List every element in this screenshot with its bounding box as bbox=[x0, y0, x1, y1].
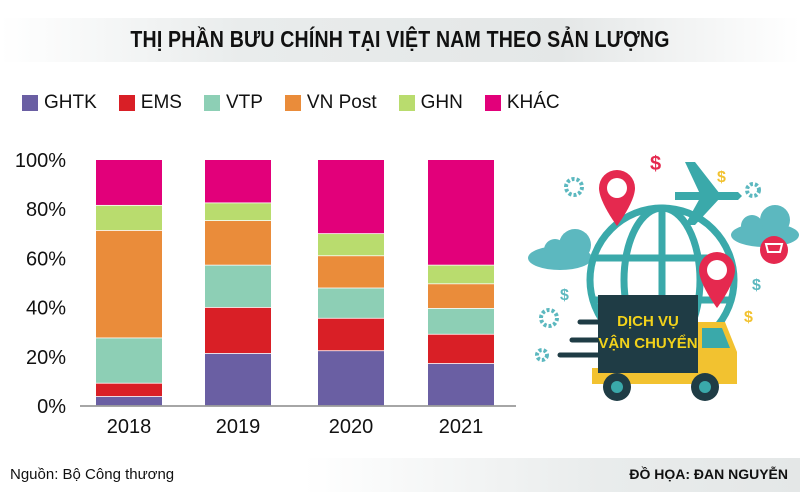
footer-band bbox=[0, 458, 800, 492]
bar-segment-ems-2019 bbox=[205, 307, 271, 354]
bar-segment-ghtk-2020 bbox=[318, 351, 384, 406]
y-tick-label: 80% bbox=[26, 199, 66, 221]
legend-swatch bbox=[203, 95, 220, 111]
bar-segment-khác-2021 bbox=[428, 160, 494, 265]
source-note: Nguồn: Bộ Công thương bbox=[10, 466, 175, 483]
svg-text:$: $ bbox=[744, 309, 753, 326]
truck-icon: DỊCH VỤ VẬN CHUYỂN bbox=[557, 295, 737, 401]
bar-segment-ems-2020 bbox=[318, 318, 384, 351]
map-pin-icon bbox=[599, 170, 635, 226]
svg-text:$: $ bbox=[560, 287, 569, 304]
legend-swatch bbox=[398, 95, 415, 111]
bar-segment-vn-post-2019 bbox=[205, 221, 271, 265]
legend-item-vnpost: VN Post bbox=[284, 92, 377, 114]
legend-swatch bbox=[284, 95, 301, 111]
bar-segment-ghn-2020 bbox=[318, 234, 384, 256]
bar-segment-ems-2021 bbox=[428, 334, 494, 364]
bar-segment-vn-post-2018 bbox=[96, 230, 162, 338]
legend-label: VN Post bbox=[306, 92, 377, 113]
legend-item-ghtk: GHTK bbox=[22, 92, 97, 114]
chart-title: THỊ PHẦN BƯU CHÍNH TẠI VIỆT NAM THEO SẢN… bbox=[130, 26, 670, 52]
stacked-bar-chart: 2018 2019 2020 2021 0% 20% 40% 60% 80% 100% bbox=[15, 150, 516, 438]
shopping-cart-icon bbox=[760, 236, 788, 264]
svg-text:$: $ bbox=[752, 277, 761, 294]
legend-label: EMS bbox=[140, 92, 182, 113]
bar-segment-ghn-2019 bbox=[205, 203, 271, 221]
bar-segment-vn-post-2020 bbox=[318, 256, 384, 288]
svg-text:$: $ bbox=[717, 169, 726, 186]
bar-segment-ghn-2021 bbox=[428, 265, 494, 284]
y-tick-label: 100% bbox=[15, 150, 66, 172]
dollar-icon: $ $ $ $ $ bbox=[560, 153, 761, 326]
y-tick-label: 40% bbox=[26, 298, 66, 320]
bar-segment-khác-2019 bbox=[205, 160, 271, 203]
bar-segment-ghtk-2018 bbox=[96, 396, 162, 406]
x-tick-label: 2020 bbox=[329, 416, 374, 438]
x-tick-label: 2019 bbox=[216, 416, 261, 438]
bar-segment-vtp-2021 bbox=[428, 308, 494, 334]
bar-segment-ghn-2018 bbox=[96, 205, 162, 231]
legend-item-vtp: VTP bbox=[203, 92, 263, 114]
map-pin-icon bbox=[699, 252, 735, 308]
legend-item-ems: EMS bbox=[118, 92, 182, 114]
bar-segment-khác-2020 bbox=[318, 160, 384, 234]
bar-segment-khác-2018 bbox=[96, 160, 162, 205]
bar-segment-vtp-2020 bbox=[318, 288, 384, 318]
legend-swatch bbox=[484, 95, 501, 111]
cloud-icon bbox=[528, 229, 592, 270]
legend-swatch bbox=[118, 95, 135, 111]
svg-text:$: $ bbox=[650, 153, 661, 175]
legend: GHTK EMS VTP VN Post GHN KHÁC bbox=[22, 92, 582, 114]
graphic-credit: ĐỒ HỌA: ĐAN NGUYỄN bbox=[629, 466, 788, 482]
bar-segment-vtp-2018 bbox=[96, 338, 162, 383]
y-tick-label: 60% bbox=[26, 248, 66, 270]
x-tick-label: 2018 bbox=[107, 416, 152, 438]
y-tick-label: 0% bbox=[37, 396, 66, 418]
legend-label: KHÁC bbox=[506, 92, 560, 113]
bar-segment-vtp-2019 bbox=[205, 265, 271, 308]
truck-label-line2: VẬN CHUYỂN bbox=[598, 334, 697, 352]
bar-segment-ghtk-2019 bbox=[205, 353, 271, 406]
bar-segment-ems-2018 bbox=[96, 383, 162, 397]
title-band bbox=[0, 18, 800, 62]
shipping-illustration: $ $ $ $ $ DỊCH VỤ VẬN CHUYỂN bbox=[528, 153, 799, 401]
y-tick-label: 20% bbox=[26, 347, 66, 369]
legend-swatch bbox=[22, 95, 38, 111]
legend-label: VTP bbox=[225, 92, 263, 113]
airplane-icon bbox=[675, 162, 742, 225]
legend-label: GHN bbox=[420, 92, 463, 113]
x-tick-label: 2021 bbox=[439, 416, 484, 438]
truck-label-line1: DỊCH VỤ bbox=[617, 313, 679, 330]
legend-label: GHTK bbox=[44, 92, 97, 113]
legend-item-khac: KHÁC bbox=[484, 92, 560, 114]
gear-icon bbox=[535, 177, 761, 362]
legend-item-ghn: GHN bbox=[398, 92, 463, 114]
bar-segment-vn-post-2021 bbox=[428, 284, 494, 309]
bar-segment-ghtk-2021 bbox=[428, 363, 494, 406]
